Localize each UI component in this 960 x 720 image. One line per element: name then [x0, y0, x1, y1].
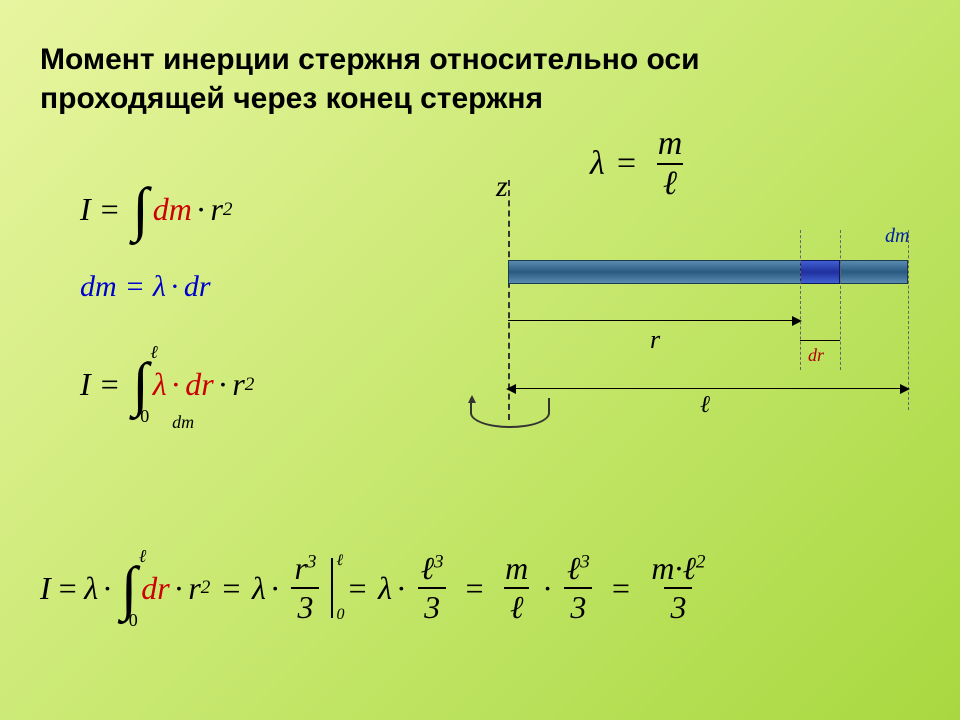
var-I: I — [80, 191, 91, 228]
dm-element — [800, 260, 840, 284]
equation-2: dm = λ · dr — [80, 270, 211, 304]
equals: = — [347, 570, 369, 607]
equation-1: I = ∫ dm · r 2 — [80, 175, 233, 244]
equals: = — [57, 570, 79, 607]
int-upper: ℓ — [139, 546, 147, 567]
dot: · — [102, 570, 113, 607]
exp-2: 2 — [245, 374, 255, 396]
frac-l3-3b: ℓ3 3 — [561, 550, 596, 626]
int-upper: ℓ — [150, 342, 158, 363]
numerator: m — [652, 125, 689, 163]
dr-label: dr — [808, 345, 824, 366]
integrand-dm: λ · dr dm — [153, 366, 214, 403]
int-lower: 0 — [129, 610, 138, 631]
equals: = — [610, 570, 632, 607]
dot: · — [170, 270, 180, 304]
lambda: λ — [153, 270, 166, 304]
dr-span — [800, 340, 840, 341]
lambda-red: λ — [153, 366, 167, 403]
dm-red: dm — [153, 191, 192, 228]
rod-diagram: z dm r dr ℓ — [480, 170, 920, 430]
exp-2: 2 — [223, 199, 233, 221]
dr-red: dr — [141, 570, 169, 607]
dot: · — [174, 570, 185, 607]
right-edge-guide — [908, 230, 909, 410]
int-lower: 0 — [140, 406, 149, 427]
var-I: I — [40, 570, 51, 607]
rod-body — [508, 260, 908, 284]
z-axis-label: z — [496, 170, 508, 204]
lambda: λ — [252, 570, 266, 607]
equals: = — [220, 570, 242, 607]
dot: · — [542, 570, 553, 607]
exp-2: 2 — [201, 577, 211, 599]
frac-m-l: m ℓ — [499, 550, 534, 626]
lambda: λ — [378, 570, 392, 607]
r-label: r — [650, 325, 660, 355]
var-r: r — [232, 366, 244, 403]
dr-red: dr — [185, 366, 213, 403]
integral-sign: ∫ ℓ 0 — [132, 350, 148, 419]
equation-3: I = ∫ ℓ 0 λ · dr dm · r 2 — [80, 350, 254, 419]
r-arrow — [508, 320, 800, 321]
dot: · — [218, 366, 229, 403]
equals: = — [125, 270, 145, 304]
equation-4: I = λ · ∫ ℓ 0 dr · r 2 = λ · r3 3 ℓ 0 = … — [40, 550, 715, 626]
dm-underlabel: dm — [172, 412, 194, 433]
slide-title: Момент инерции стержня относительно оси … — [40, 40, 700, 118]
dot: · — [196, 191, 207, 228]
title-line1: Момент инерции стержня относительно оси — [40, 40, 700, 79]
frac-ml2-3: m·ℓ2 3 — [645, 550, 711, 626]
integral-sign: ∫ ℓ 0 — [121, 554, 137, 623]
length-arrow — [508, 388, 908, 389]
dot: · — [396, 570, 407, 607]
rotation-indicator — [470, 398, 550, 428]
var-r: r — [188, 570, 200, 607]
dm-label: dm — [885, 225, 909, 248]
length-label: ℓ — [700, 392, 710, 419]
dot: · — [171, 366, 182, 403]
dot: · — [270, 570, 281, 607]
dm: dm — [80, 270, 117, 304]
lambda: λ — [84, 570, 98, 607]
eval-bar: ℓ 0 — [331, 558, 333, 618]
title-line2: проходящей через конец стержня — [40, 79, 700, 118]
frac-l3-3: ℓ3 3 — [415, 550, 450, 626]
var-I: I — [80, 366, 91, 403]
dr: dr — [184, 270, 211, 304]
equals: = — [464, 570, 486, 607]
frac-r3-3: r3 3 — [288, 550, 322, 626]
var-r: r — [210, 191, 222, 228]
equals: = — [99, 366, 121, 403]
equals: = — [99, 191, 121, 228]
integral-sign: ∫ — [132, 175, 148, 244]
